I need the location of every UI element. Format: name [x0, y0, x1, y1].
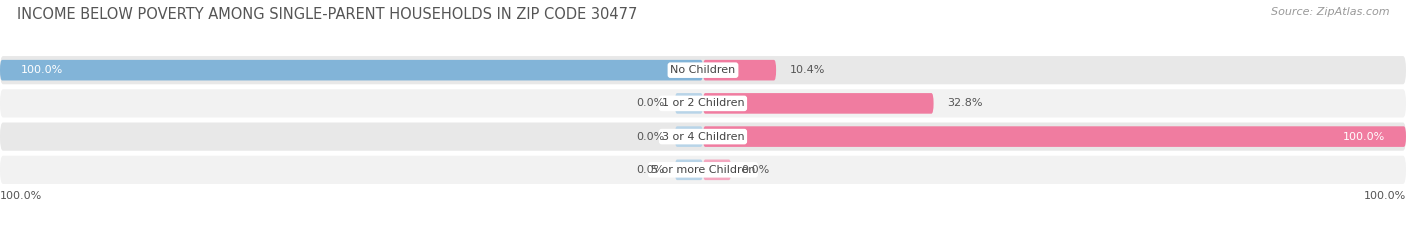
Text: 0.0%: 0.0%	[636, 165, 665, 175]
Text: 3 or 4 Children: 3 or 4 Children	[662, 132, 744, 142]
FancyBboxPatch shape	[703, 126, 1406, 147]
Text: 0.0%: 0.0%	[636, 98, 665, 108]
FancyBboxPatch shape	[703, 60, 776, 80]
FancyBboxPatch shape	[0, 156, 1406, 184]
Text: 1 or 2 Children: 1 or 2 Children	[662, 98, 744, 108]
FancyBboxPatch shape	[675, 160, 703, 180]
FancyBboxPatch shape	[675, 126, 703, 147]
Text: 0.0%: 0.0%	[636, 132, 665, 142]
Text: Source: ZipAtlas.com: Source: ZipAtlas.com	[1271, 7, 1389, 17]
FancyBboxPatch shape	[703, 93, 934, 114]
Text: 100.0%: 100.0%	[1343, 132, 1385, 142]
Text: 100.0%: 100.0%	[1364, 191, 1406, 201]
Text: 10.4%: 10.4%	[790, 65, 825, 75]
FancyBboxPatch shape	[0, 89, 1406, 117]
FancyBboxPatch shape	[0, 56, 1406, 84]
Text: 100.0%: 100.0%	[0, 191, 42, 201]
Text: 5 or more Children: 5 or more Children	[651, 165, 755, 175]
FancyBboxPatch shape	[703, 160, 731, 180]
Text: 0.0%: 0.0%	[742, 165, 770, 175]
Text: 100.0%: 100.0%	[21, 65, 63, 75]
FancyBboxPatch shape	[0, 60, 703, 80]
Text: INCOME BELOW POVERTY AMONG SINGLE-PARENT HOUSEHOLDS IN ZIP CODE 30477: INCOME BELOW POVERTY AMONG SINGLE-PARENT…	[17, 7, 637, 22]
FancyBboxPatch shape	[0, 123, 1406, 151]
Text: 32.8%: 32.8%	[948, 98, 983, 108]
Text: No Children: No Children	[671, 65, 735, 75]
FancyBboxPatch shape	[675, 93, 703, 114]
